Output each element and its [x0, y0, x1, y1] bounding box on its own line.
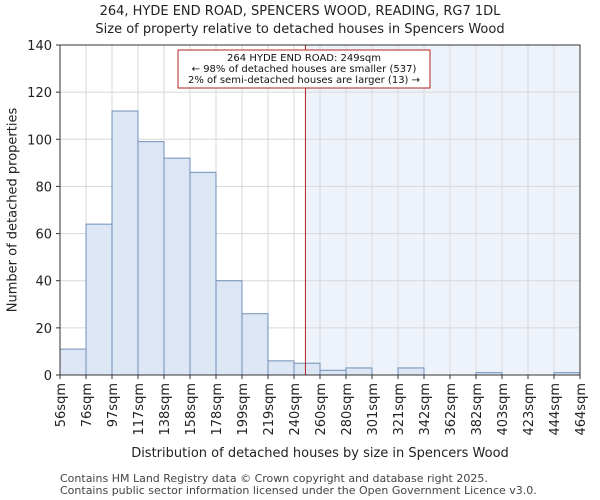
- bar: [59, 348, 87, 376]
- bar: [293, 362, 321, 376]
- x-tick-label: 158sqm: [184, 383, 199, 436]
- y-tick-label: 140: [27, 39, 52, 54]
- y-tick-label: 120: [27, 86, 52, 101]
- x-tick-label: 219sqm: [262, 383, 277, 436]
- annotation-box: [177, 49, 431, 89]
- chart-subtitle: Size of property relative to detached ho…: [95, 22, 504, 37]
- x-tick-label: 423sqm: [522, 383, 537, 436]
- x-tick-label: 321sqm: [392, 383, 407, 436]
- x-tick-label: 56sqm: [54, 383, 69, 427]
- x-tick-label: 444sqm: [548, 383, 563, 436]
- footer-line-2: Contains public sector information licen…: [60, 484, 537, 497]
- y-axis-ticks: 0 20 40 60 80 100 120 140: [27, 39, 60, 384]
- x-tick-label: 178sqm: [210, 383, 225, 436]
- x-tick-label: 280sqm: [340, 383, 355, 436]
- bar: [241, 313, 269, 376]
- x-axis-ticks: 56sqm 76sqm 97sqm 117sqm 138sqm 158sqm 178sqm 1…: [54, 375, 589, 436]
- x-tick-label: 342sqm: [418, 383, 433, 436]
- y-tick-label: 100: [27, 133, 52, 148]
- bar: [397, 367, 425, 376]
- x-axis-label: Distribution of detached houses by size …: [131, 446, 509, 461]
- x-tick-label: 138sqm: [158, 383, 173, 436]
- footer-line-1: Contains HM Land Registry data © Crown c…: [60, 472, 488, 485]
- bar: [345, 367, 373, 376]
- bar: [85, 223, 113, 376]
- bar: [111, 110, 139, 376]
- bars: [59, 110, 581, 376]
- chart-title: 264, HYDE END ROAD, SPENCERS WOOD, READI…: [100, 4, 502, 19]
- annotation-line-1: 264 HYDE END ROAD: 249sqm: [227, 53, 381, 64]
- y-tick-label: 80: [35, 180, 52, 195]
- bar: [163, 157, 191, 376]
- x-tick-label: 117sqm: [132, 383, 147, 436]
- x-tick-label: 403sqm: [496, 383, 511, 436]
- y-tick-label: 20: [35, 322, 52, 337]
- x-tick-label: 76sqm: [80, 383, 95, 427]
- bar: [189, 171, 217, 376]
- y-tick-label: 40: [35, 275, 52, 290]
- annotation-line-3: 2% of semi-detached houses are larger (1…: [188, 75, 420, 86]
- x-tick-label: 260sqm: [314, 383, 329, 436]
- bar: [319, 369, 347, 376]
- x-tick-label: 240sqm: [288, 383, 303, 436]
- bar: [215, 280, 243, 376]
- highlight-region: [305, 45, 580, 375]
- x-tick-label: 362sqm: [444, 383, 459, 436]
- x-tick-label: 464sqm: [574, 383, 589, 436]
- bar: [267, 360, 295, 376]
- x-tick-label: 301sqm: [366, 383, 381, 436]
- x-tick-label: 97sqm: [106, 383, 121, 427]
- x-tick-label: 199sqm: [236, 383, 251, 436]
- annotation-line-2: ← 98% of detached houses are smaller (53…: [192, 64, 417, 75]
- y-axis-label: Number of detached properties: [6, 108, 21, 313]
- y-tick-label: 0: [44, 369, 52, 384]
- y-tick-label: 60: [35, 228, 52, 243]
- x-tick-label: 382sqm: [470, 383, 485, 436]
- bar: [137, 141, 165, 376]
